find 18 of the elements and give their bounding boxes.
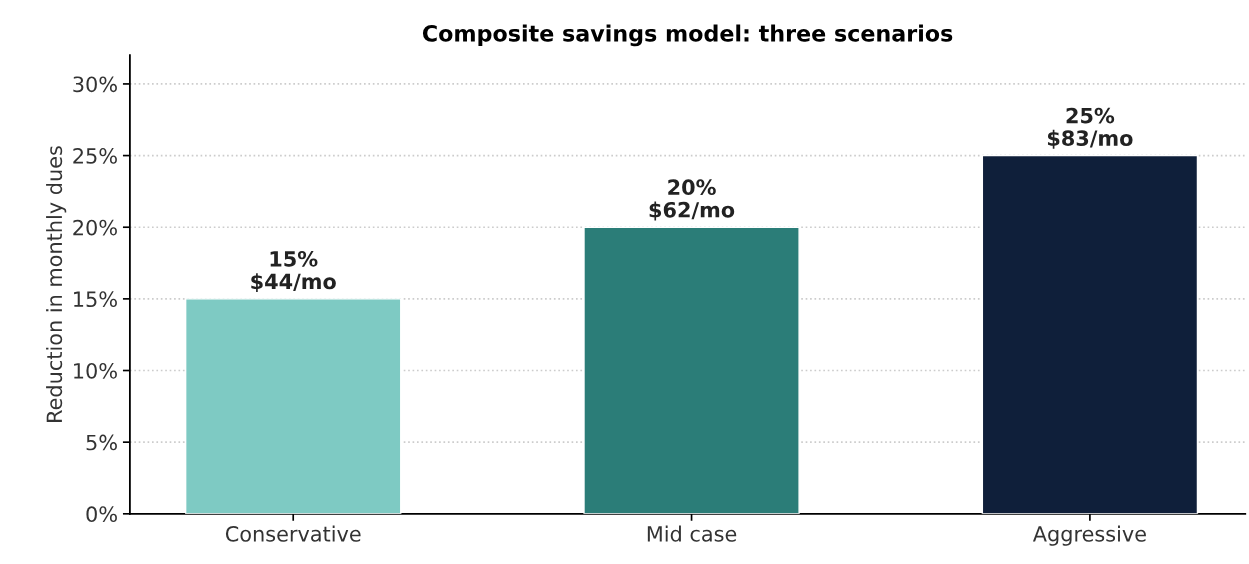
y-tick-label: 15%: [74, 291, 117, 308]
y-tick-label: 0%: [86, 506, 117, 523]
y-tick-label: 25%: [73, 148, 117, 164]
data-label: 25% $83/mo: [1047, 107, 1133, 149]
chart-title: Composite savings model: three scenarios: [422, 24, 953, 47]
bar: [981, 154, 1199, 514]
data-label: 20% $62/mo: [649, 179, 735, 221]
y-tick-label: 30%: [73, 76, 117, 93]
x-tick-label: Mid case: [647, 525, 737, 542]
y-axis-title: Reduction in monthly dues: [46, 146, 67, 422]
data-label: 15% $44/mo: [251, 250, 336, 293]
y-tick-label: 10%: [74, 362, 117, 379]
bar: [184, 298, 402, 514]
bar: [583, 226, 800, 514]
x-tick-label: Conservative: [225, 525, 361, 542]
x-tick-label: Aggressive: [1032, 525, 1146, 546]
y-tick-label: 5%: [86, 434, 117, 451]
y-tick-label: 20%: [73, 219, 117, 236]
